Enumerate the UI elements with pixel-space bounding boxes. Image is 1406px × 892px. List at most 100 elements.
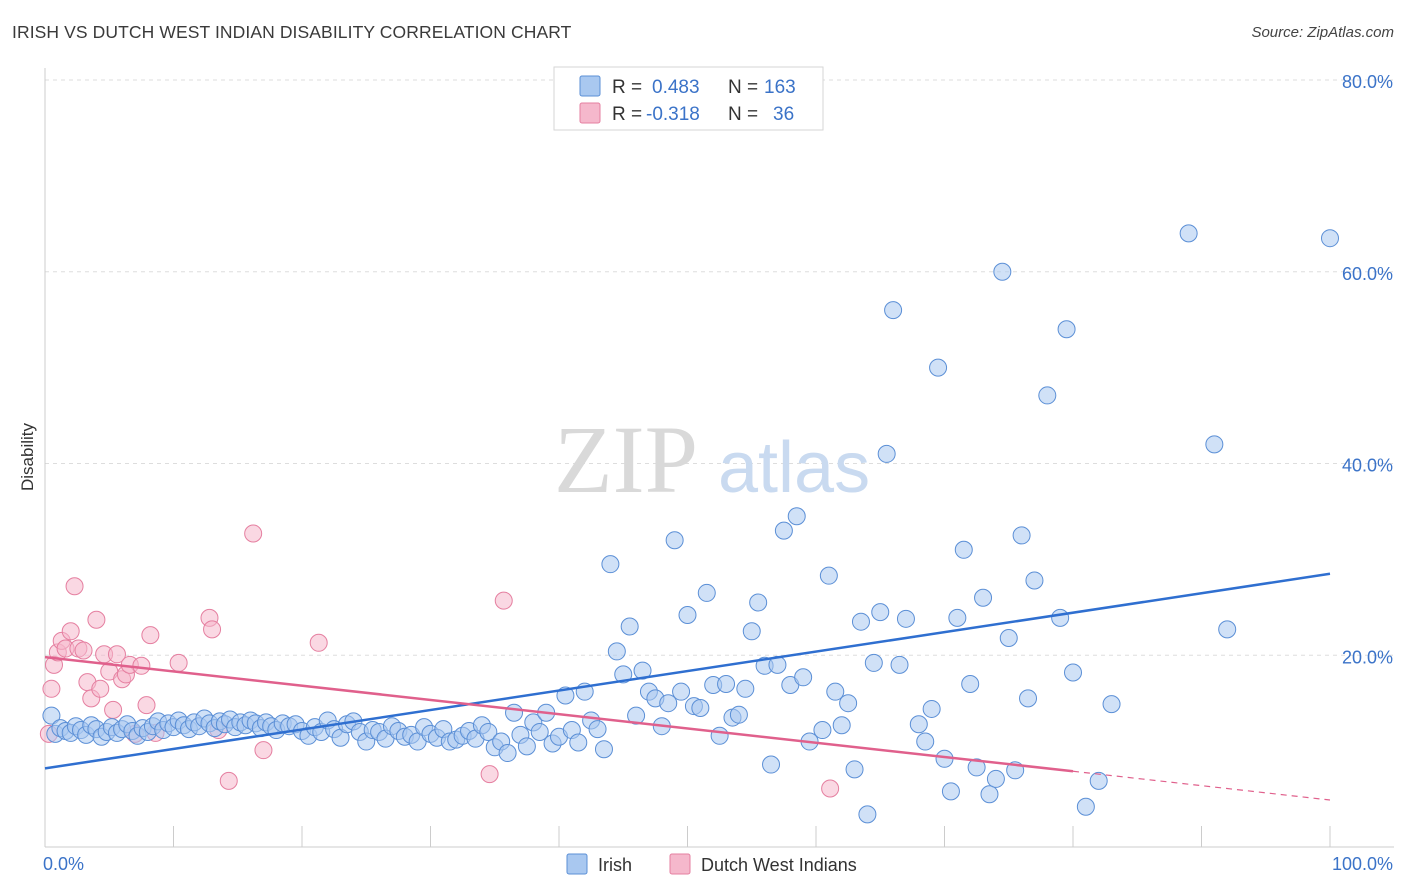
legend-dutch-r-value: -0.318 [646,104,700,125]
dutch-point-17 [107,645,126,664]
irish-point-148 [948,608,967,627]
legend-irish-r-value: 0.483 [652,77,700,98]
legend-dutch-swatch [579,102,601,124]
dutch-point-7 [65,577,84,596]
irish-point-167 [1102,695,1121,714]
irish-point-147 [941,782,960,801]
irish-point-170 [1218,620,1237,639]
irish-point-159 [1019,689,1038,708]
dutch-west-indians-points [39,524,840,798]
y-tick-label-2: 60.0% [1342,264,1393,284]
dutch-point-28 [203,620,222,639]
irish-point-125 [787,507,806,526]
bottom-legend-dutch-label: Dutch West Indians [701,855,857,875]
irish-point-140 [890,655,909,674]
irish-point-91 [569,733,588,752]
irish-point-111 [697,583,716,602]
irish-point-126 [794,668,813,687]
dutch-point-36 [821,779,840,798]
irish-point-129 [819,566,838,585]
irish-point-150 [961,675,980,694]
bottom-legend-irish-swatch [566,853,588,875]
bottom-legend-irish-label: Irish [598,855,632,875]
irish-point-106 [665,531,684,550]
correlation-legend: R = 0.483 N = 163 R = -0.318 N = 36 [553,66,824,131]
irish-point-134 [851,612,870,631]
irish-point-105 [659,694,678,713]
dutch-trendline-extension [1072,770,1331,801]
watermark-zip: ZIP [554,406,698,513]
irish-point-113 [710,726,729,745]
irish-point-136 [864,653,883,672]
bottom-legend-dutch-swatch [669,853,691,875]
irish-point-158 [1012,526,1031,545]
watermark-atlas: atlas [718,428,870,508]
dutch-point-13 [91,679,110,698]
dutch-point-12 [87,610,106,629]
axes [44,68,1394,848]
irish-point-149 [954,540,973,559]
dutch-point-35 [494,591,513,610]
irish-points [42,224,1339,824]
dutch-point-31 [244,524,263,543]
irish-point-118 [742,622,761,641]
irish-point-151 [967,758,986,777]
irish-point-153 [980,785,999,804]
legend-dutch-n-value: 36 [773,104,794,125]
dutch-point-1 [42,679,61,698]
irish-point-130 [826,682,845,701]
irish-point-107 [672,682,691,701]
irish-point-114 [717,675,736,694]
irish-point-116 [729,705,748,724]
irish-trendline [44,572,1331,770]
irish-point-144 [922,699,941,718]
legend-irish-n-value: 163 [764,77,796,98]
irish-point-119 [749,593,768,612]
irish-point-132 [839,694,858,713]
dutch-point-26 [169,653,188,672]
irish-point-141 [896,609,915,628]
dutch-point-6 [61,622,80,641]
irish-point-161 [1038,386,1057,405]
irish-point-155 [993,262,1012,281]
irish-point-121 [762,755,781,774]
irish-point-166 [1089,771,1108,790]
x-tick-labels: 0.0% 100.0% [43,854,1393,874]
legend-dutch-r-label: R = [612,104,642,125]
irish-point-97 [607,642,626,661]
irish-point-99 [620,617,639,636]
irish-point-83 [517,737,536,756]
dutch-trendline [44,655,1074,773]
y-axis-label: Disability [18,422,37,491]
irish-point-94 [588,720,607,739]
irish-point-169 [1205,435,1224,454]
dutch-point-33 [309,633,328,652]
irish-point-98 [614,665,633,684]
dutch-point-32 [254,741,273,760]
chart-title: IRISH VS DUTCH WEST INDIAN DISABILITY CO… [12,22,572,42]
irish-point-163 [1057,320,1076,339]
irish-point-156 [999,628,1018,647]
dutch-point-16 [104,700,123,719]
dutch-point-9 [74,641,93,660]
source-label: Source: ZipAtlas.com [1251,24,1394,41]
irish-point-152 [974,588,993,607]
irish-point-81 [505,703,524,722]
irish-point-164 [1064,663,1082,682]
irish-point-138 [877,444,896,463]
dutch-point-22 [132,656,151,675]
y-tick-label-3: 80.0% [1342,72,1393,92]
irish-point-123 [774,521,793,540]
irish-point-137 [871,603,890,622]
irish-point-95 [594,740,613,759]
y-tick-label-1: 40.0% [1342,456,1393,476]
irish-point-131 [832,716,851,735]
irish-point-77 [479,722,498,741]
irish-point-142 [909,715,928,734]
dutch-point-24 [141,626,160,645]
irish-point-160 [1025,571,1044,590]
irish-point-171 [1321,229,1339,248]
irish-point-85 [530,722,549,741]
dutch-point-23 [137,696,156,715]
